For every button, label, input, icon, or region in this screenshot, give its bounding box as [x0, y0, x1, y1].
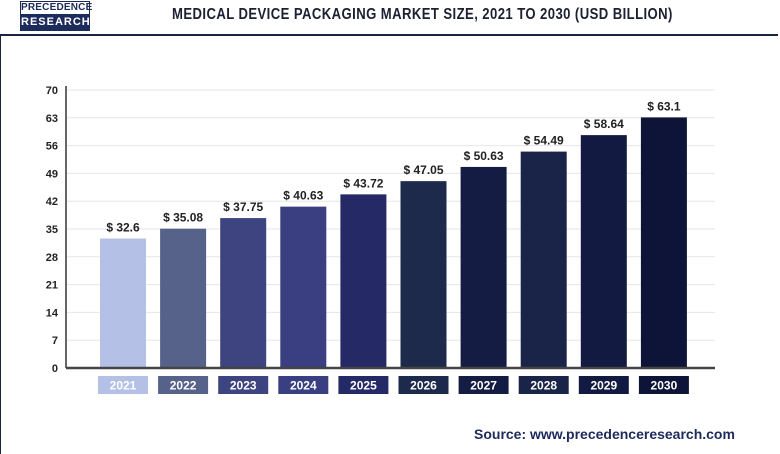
data-label: $ 35.08: [163, 211, 203, 225]
logo: PRECEDENCE RESEARCH: [20, 1, 93, 31]
category-label-box: [578, 376, 629, 394]
category-label-box: [218, 376, 269, 394]
category-label-box: [398, 376, 449, 394]
category-label-box: [278, 376, 329, 394]
bar: [280, 206, 327, 368]
bar: [460, 166, 507, 368]
category-label-box: [638, 376, 689, 394]
y-tick-label: 70: [46, 85, 58, 97]
y-tick-label: 63: [46, 113, 58, 125]
bar: [640, 117, 687, 368]
data-label: $ 50.63: [464, 149, 504, 163]
logo-line1: PRECEDENCE: [21, 2, 93, 13]
category-label: 2027: [470, 379, 497, 393]
category-label: 2021: [110, 379, 137, 393]
category-label: 2026: [410, 379, 437, 393]
chart-frame: [0, 34, 778, 454]
logo-line2: RESEARCH: [21, 14, 91, 30]
category-label: 2025: [350, 379, 377, 393]
y-tick-label: 49: [46, 168, 58, 180]
data-label: $ 47.05: [403, 163, 443, 177]
bar-chart: 0 7 14 21 28 35 42 49 56 63 70 $ 32.6 2021 $ 35.08 202…: [46, 85, 715, 394]
data-label: $ 63.1: [647, 99, 681, 113]
y-tick-label: 42: [46, 196, 58, 208]
y-tick-label: 7: [52, 335, 58, 347]
category-label-box: [158, 376, 209, 394]
data-label: $ 43.72: [343, 176, 383, 190]
category-label: 2028: [530, 379, 557, 393]
category-label-box: [338, 376, 389, 394]
chart-title: MEDICAL DEVICE PACKAGING MARKET SIZE, 20…: [172, 6, 673, 23]
category-label-box: [98, 376, 148, 394]
y-tick-label: 14: [46, 307, 59, 319]
y-tick-label: 56: [46, 141, 58, 153]
bar: [160, 228, 207, 368]
category-label: 2030: [651, 379, 678, 393]
bar: [220, 218, 267, 368]
data-label: $ 58.64: [584, 117, 624, 131]
bar: [400, 181, 447, 368]
y-tick-label: 0: [52, 363, 58, 375]
category-label: 2029: [590, 379, 617, 393]
y-tick-label: 28: [46, 252, 58, 264]
category-label: 2023: [230, 379, 257, 393]
data-label: $ 32.6: [106, 221, 140, 235]
category-label-box: [518, 376, 569, 394]
category-label: 2024: [290, 379, 317, 393]
bar: [580, 135, 627, 368]
bar: [340, 194, 387, 368]
y-tick-label: 21: [46, 280, 58, 292]
y-tick-label: 35: [46, 224, 58, 236]
data-label: $ 40.63: [283, 189, 323, 203]
bar: [100, 238, 146, 368]
category-label-box: [458, 376, 509, 394]
category-label: 2022: [170, 379, 197, 393]
source-text: Source: www.precedenceresearch.com: [474, 426, 735, 442]
data-label: $ 37.75: [223, 200, 263, 214]
data-label: $ 54.49: [524, 134, 564, 148]
bar: [520, 151, 567, 368]
